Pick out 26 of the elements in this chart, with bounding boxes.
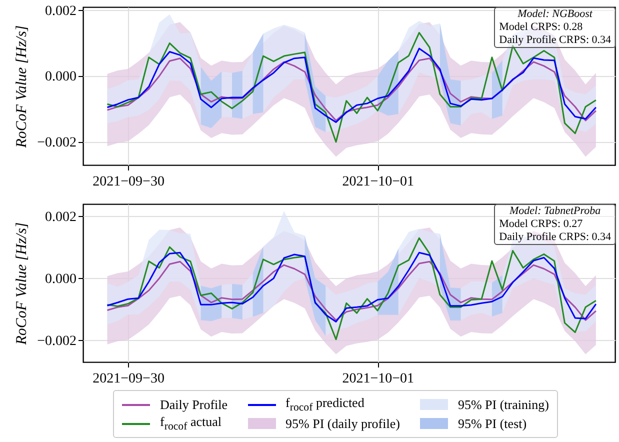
annotation: Daily Profile CRPS: 0.34 [499,231,611,244]
annotation: Model CRPS: 0.28 [499,21,584,34]
line-series [106,58,597,122]
y-axis-title: RoCoF Value [Hz/s] [14,222,30,346]
legend-label: 95% PI (daily profile) [286,416,400,432]
y-tick-label: −0.002 [37,135,76,150]
legend-label: 95% PI (training) [458,396,549,412]
y-tick-label: 0.000 [45,70,76,85]
y-tick-label: 0.002 [45,4,76,19]
annotation: Model CRPS: 0.27 [499,218,584,231]
y-tick-label: −0.002 [37,334,76,349]
legend-label: f$_{rocof}$ predicted [286,395,364,414]
legend-label: Daily Profile [160,396,228,412]
y-tick-label: 0.000 [45,272,76,287]
line-series [106,48,597,123]
y-axis-title: RoCoF Value [Hz/s] [14,25,30,149]
x-tick-label: 2021−09−30 [92,174,164,190]
x-tick-label: 2021−10−01 [342,174,414,190]
x-tick-label: 2021−09−30 [92,372,164,386]
annotation: Model: TabnetProba [508,205,602,218]
x-tick-label: 2021−10−01 [342,372,414,386]
annotation: Daily Profile CRPS: 0.34 [499,34,611,47]
annotation: Model: NGBoost [516,8,594,21]
legend-label: f$_{rocof}$ actual [160,414,222,433]
legend-label: 95% PI (test) [458,416,527,432]
y-tick-label: 0.002 [45,210,76,225]
